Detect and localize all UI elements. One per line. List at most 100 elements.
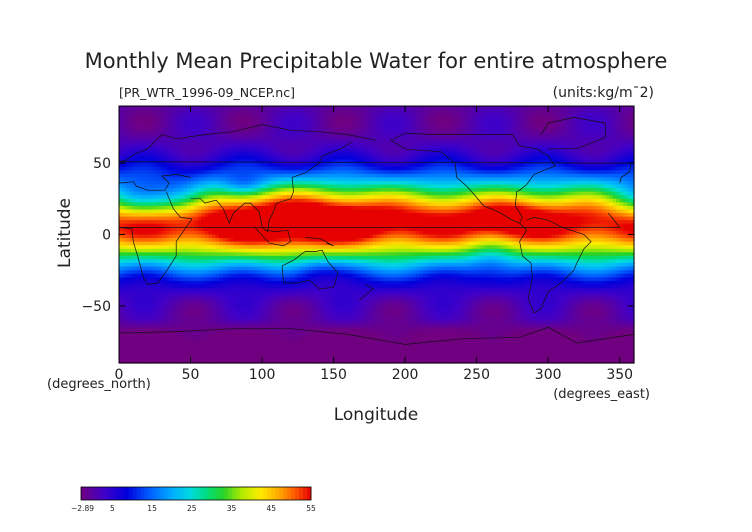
heatmap-cell [448,198,453,203]
heatmap-cell [133,155,138,161]
heatmap-cell [276,209,281,214]
heatmap-cell [237,209,242,214]
heatmap-cell [533,109,539,114]
heatmap-cell [294,209,299,214]
heatmap-cell [136,216,142,221]
heatmap-cell [312,109,317,114]
heatmap-cell [630,159,635,164]
heatmap-cell [465,188,471,193]
heatmap-cell [297,120,302,125]
heatmap-cell [551,191,556,196]
heatmap-cell [422,134,428,139]
heatmap-cell [562,106,567,111]
heatmap-cell [186,223,192,228]
heatmap-cell [294,166,299,171]
heatmap-cell [376,145,381,150]
heatmap-cell [501,155,506,161]
heatmap-cell [523,152,528,157]
heatmap-cell [451,106,456,111]
heatmap-cell [605,106,610,111]
heatmap-cell [362,148,367,153]
heatmap-cell [140,152,145,157]
heatmap-cell [233,159,238,164]
heatmap-cell [541,163,546,168]
heatmap-cell [133,173,138,178]
heatmap-cell [287,106,292,111]
heatmap-cell [630,145,635,150]
heatmap-cell [591,184,596,189]
heatmap-cell [136,184,142,189]
heatmap-cell [530,159,535,164]
heatmap-cell [119,138,124,143]
heatmap-cell [161,223,167,228]
heatmap-cell [380,195,385,200]
heatmap-cell [247,227,252,232]
heatmap-cell [397,134,403,139]
heatmap-cell [483,120,488,125]
heatmap-cell [319,198,324,203]
heatmap-cell [569,198,574,203]
heatmap-cell [365,195,370,200]
heatmap-cell [144,120,149,125]
heatmap-cell [376,163,381,168]
heatmap-cell [233,123,238,129]
heatmap-cell [372,152,378,157]
heatmap-cell [136,145,142,150]
heatmap-cell [537,173,542,178]
heatmap-cell [172,141,177,146]
heatmap-cell [612,109,617,114]
heatmap-cell [426,152,431,157]
heatmap-cell [626,106,632,111]
heatmap-cell [451,120,456,125]
heatmap-cell [244,184,249,189]
heatmap-cell [412,116,417,121]
heatmap-cell [580,127,585,132]
heatmap-cell [462,213,467,218]
heatmap-cell [301,159,306,164]
heatmap-cell [294,130,299,136]
heatmap-cell [555,220,560,225]
heatmap-cell [480,216,485,221]
heatmap-cell [129,202,134,207]
heatmap-cell [290,216,295,221]
heatmap-cell [183,116,188,121]
heatmap-cell [533,209,539,214]
heatmap-cell [161,195,167,200]
heatmap-cell [133,152,138,157]
heatmap-cell [197,145,202,150]
heatmap-cell [269,159,274,164]
heatmap-cell [197,177,202,182]
heatmap-cell [601,120,606,125]
heatmap-cell [287,148,292,153]
heatmap-cell [430,155,435,161]
heatmap-cell [179,191,184,196]
heatmap-cell [222,116,227,121]
heatmap-cell [512,202,517,207]
heatmap-cell [169,195,174,200]
heatmap-cell [229,188,235,193]
heatmap-cell [573,177,578,182]
heatmap-cell [226,134,231,139]
heatmap-cell [616,130,621,136]
heatmap-cell [322,141,328,146]
heatmap-cell [315,227,320,232]
heatmap-cell [226,170,231,175]
heatmap-cell [612,130,617,136]
heatmap-cell [136,198,142,203]
heatmap-cell [204,216,210,221]
heatmap-cell [362,163,367,168]
heatmap-cell [419,134,424,139]
heatmap-cell [573,109,578,114]
heatmap-cell [161,177,167,182]
heatmap-cell [548,145,553,150]
heatmap-cell [372,123,378,129]
heatmap-cell [591,220,596,225]
heatmap-cell [333,159,338,164]
heatmap-cell [465,116,471,121]
heatmap-cell [591,106,596,111]
heatmap-cell [616,152,621,157]
heatmap-cell [344,220,349,225]
heatmap-cell [269,113,274,118]
heatmap-cell [608,130,614,136]
heatmap-cell [426,155,431,161]
